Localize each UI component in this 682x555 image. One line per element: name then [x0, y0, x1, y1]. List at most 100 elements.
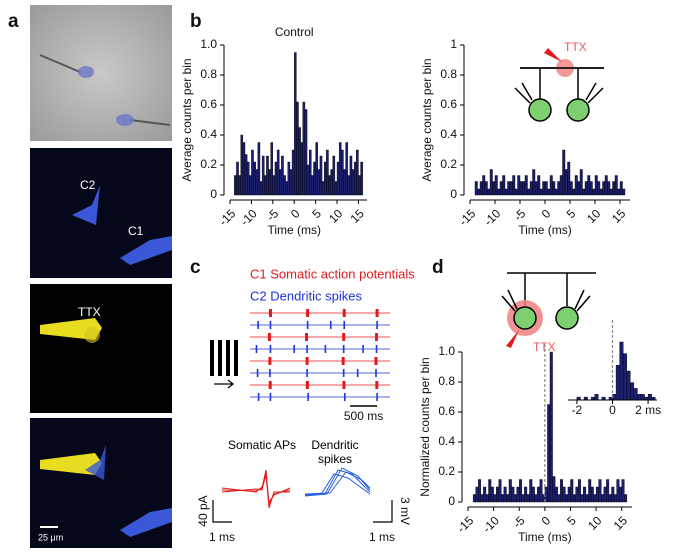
panel-label: d — [432, 257, 444, 278]
bar — [567, 486, 571, 503]
bar — [567, 161, 571, 196]
bar — [477, 188, 481, 196]
x-tick-label: 0 — [288, 206, 303, 221]
bar — [328, 175, 331, 196]
scale-bar-label: 25 μm — [38, 532, 63, 542]
panel-label: c — [190, 257, 201, 278]
bar — [524, 175, 528, 196]
bar — [353, 161, 357, 196]
bar — [240, 134, 244, 196]
bar — [607, 181, 611, 196]
bar — [499, 181, 503, 196]
bar — [249, 175, 252, 196]
bar — [612, 181, 616, 196]
bar — [330, 169, 333, 196]
bar — [633, 388, 638, 401]
bar — [336, 161, 340, 196]
micrograph-brightfield — [30, 5, 172, 141]
y-axis-label: Average counts per bin — [420, 58, 434, 181]
bar — [609, 188, 613, 196]
bar — [606, 479, 610, 503]
bar — [584, 181, 588, 196]
bar — [519, 181, 523, 196]
x-tick-label: 0 — [539, 513, 554, 528]
micrograph-ttx: TTX — [30, 284, 172, 413]
bar — [472, 494, 476, 503]
bar — [236, 161, 239, 196]
bar — [266, 155, 269, 196]
bar — [595, 486, 599, 503]
bar — [475, 486, 479, 503]
bar — [334, 181, 338, 196]
x-tick-label: -5 — [511, 206, 529, 224]
bar — [506, 494, 510, 503]
bar — [479, 181, 483, 196]
bar — [624, 494, 628, 503]
scale-bar-label: 3 mV — [398, 497, 412, 525]
y-tick-label: 0.8 — [438, 374, 455, 388]
bar — [516, 486, 520, 503]
x-tick-label: -15 — [456, 206, 478, 228]
bar — [509, 181, 513, 196]
chart-title: Control — [275, 25, 314, 39]
y-tick-label: 0 — [210, 187, 217, 201]
bar — [590, 486, 594, 503]
bar — [349, 155, 353, 196]
cell-label: C1 — [128, 224, 144, 238]
bar — [622, 353, 627, 401]
bar — [554, 486, 558, 503]
bar — [547, 188, 551, 196]
bar — [554, 188, 558, 196]
bar — [503, 486, 507, 503]
bar — [490, 486, 494, 503]
bar — [559, 175, 563, 196]
bar — [508, 479, 512, 503]
y-tick-label: 0.2 — [438, 464, 455, 478]
bar — [347, 175, 351, 196]
bar — [572, 494, 576, 503]
bar — [549, 351, 553, 503]
bar — [276, 149, 280, 196]
bar — [257, 142, 261, 196]
bar — [575, 486, 579, 503]
stimulus-icon — [210, 340, 238, 389]
bar — [618, 486, 622, 503]
bar — [580, 494, 584, 503]
bar — [552, 181, 556, 196]
bar — [572, 188, 576, 196]
bar — [599, 188, 603, 196]
bar — [283, 175, 286, 196]
scale-bar-label: 40 pA — [196, 495, 210, 526]
bar — [332, 155, 336, 196]
bar — [487, 188, 491, 196]
bar — [593, 494, 597, 503]
bar — [588, 479, 592, 503]
bar — [345, 142, 348, 196]
y-tick-label: 0.4 — [438, 434, 455, 448]
bar — [577, 181, 581, 196]
bar — [539, 479, 543, 503]
x-tick-label: -2 — [572, 403, 583, 417]
x-axis-label: Time (ms) — [518, 223, 572, 237]
bar — [522, 181, 526, 196]
bar — [619, 341, 624, 401]
bar — [264, 175, 267, 196]
bar — [519, 479, 523, 503]
bar — [585, 494, 589, 503]
bar — [597, 181, 601, 196]
bar — [251, 149, 254, 196]
bar — [480, 494, 484, 503]
bar — [552, 476, 556, 503]
trace-label: Somatic APs — [227, 438, 297, 452]
bar — [637, 394, 642, 401]
bar — [317, 169, 321, 196]
bar — [536, 486, 540, 503]
y-tick-label: 1 — [450, 37, 457, 51]
bar — [492, 181, 496, 196]
bar — [611, 486, 615, 503]
bar — [589, 181, 593, 196]
bar — [529, 479, 533, 503]
x-axis-label: Time (ms) — [518, 530, 572, 544]
x-tick-label: 5 — [564, 206, 579, 221]
bar — [529, 181, 533, 196]
